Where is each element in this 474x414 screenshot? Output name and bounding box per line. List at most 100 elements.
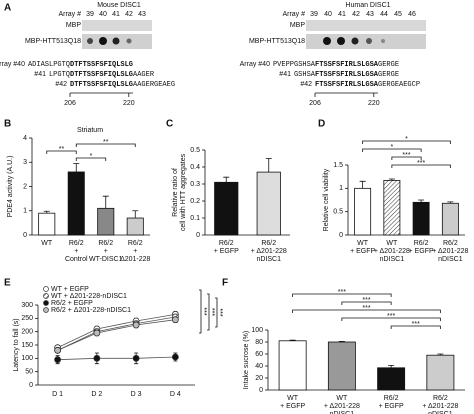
- y-axis-label: Relative cell viability: [323, 168, 330, 231]
- y-tick-label: 80: [255, 339, 263, 346]
- bar: [412, 201, 430, 236]
- panel-label: E: [4, 278, 11, 289]
- significance-label: ***: [208, 308, 215, 316]
- sequence-label: #42: [55, 81, 67, 88]
- array-number: 41: [112, 11, 120, 18]
- error-bar: [359, 180, 366, 189]
- sequence-tail: AAGERGEAEG: [133, 81, 175, 89]
- y-tick-label: 150: [21, 342, 33, 349]
- sequence-tail: GERGE: [378, 71, 399, 79]
- significance-label: *: [391, 144, 394, 151]
- y-tick-label: 250: [21, 315, 33, 322]
- x-tick-label: + Δ201-228: [374, 248, 410, 255]
- bar: [278, 340, 307, 391]
- x-tick-label: WT-DISC1: [89, 256, 123, 263]
- bar: [327, 341, 356, 391]
- x-tick-label: nDISC1: [438, 256, 463, 263]
- error-bar: [388, 365, 395, 368]
- array-number: 45: [394, 11, 402, 18]
- bar: [441, 202, 459, 236]
- x-tick-label: + EGFP: [379, 403, 404, 410]
- sequence: DTFTSSFSFIQLSLGAAGERGEAEG: [70, 81, 175, 89]
- y-tick-label: 1: [339, 185, 343, 192]
- legend-marker: [43, 286, 49, 292]
- sequence: DTFTSSFSFIQLSLGAAGER: [70, 71, 155, 79]
- significance-label: ***: [216, 308, 223, 316]
- x-tick-label: Δ201-228: [120, 256, 150, 263]
- x-tick-label: R6/2: [219, 240, 234, 247]
- y-axis-label: cell with HTT aggregates: [180, 153, 187, 231]
- residue-number: 220: [123, 100, 135, 107]
- y-tick-label: 0: [259, 387, 263, 394]
- error-bar: [102, 195, 109, 209]
- x-tick-label: R6/2: [443, 240, 458, 247]
- panel-label: A: [4, 3, 11, 14]
- bar: [67, 171, 85, 236]
- y-tick-label: 0.2: [190, 198, 200, 205]
- y-tick-label: 0: [23, 232, 27, 239]
- sequence-motif: DTFTSSFSFIQLSLG: [70, 71, 133, 79]
- y-tick-label: 1: [23, 208, 27, 215]
- y-tick-label: 0: [196, 232, 200, 239]
- array-number: 39: [310, 11, 318, 18]
- y-tick-label: 300: [21, 302, 33, 309]
- y-tick-label: 0.1: [190, 215, 200, 222]
- point: [171, 353, 179, 361]
- significance-label: **: [103, 139, 109, 146]
- y-axis-label: Relative ratio of: [172, 168, 179, 217]
- significance-bracket: [341, 301, 392, 305]
- bar: [126, 217, 144, 236]
- legend-marker: [43, 307, 49, 313]
- error-bar: [437, 353, 444, 356]
- significance-label: ***: [200, 307, 207, 315]
- series-line: [57, 313, 176, 349]
- x-tick-label: +: [133, 248, 137, 255]
- sequence-label: #42: [300, 81, 312, 88]
- series-line: [57, 316, 176, 351]
- sequence-motif: FTSSFSFIRLSLGSA: [315, 61, 379, 69]
- residue-number: 206: [64, 100, 76, 107]
- bar: [214, 181, 239, 236]
- array-number: 43: [366, 11, 374, 18]
- sequence-motif: DTFTSSFSFIQLSLG: [70, 81, 133, 89]
- y-axis-label: PDE4 activity (A.U.): [7, 156, 14, 218]
- y-tick-label: 100: [21, 355, 33, 362]
- row-label: MBP-HTT513Q18: [249, 38, 305, 45]
- row-label: MBP: [66, 22, 82, 29]
- x-tick-label: D 3: [131, 391, 142, 398]
- point: [132, 321, 140, 329]
- x-tick-label: R6/2: [384, 395, 399, 402]
- point: [132, 354, 140, 362]
- error-bar: [447, 201, 454, 204]
- significance-bracket: [75, 157, 107, 161]
- y-tick-label: 3: [23, 159, 27, 166]
- x-tick-label: WT: [386, 240, 398, 247]
- array-number: 39: [86, 11, 94, 18]
- significance-bracket: [207, 293, 210, 331]
- sequence-label: Array #40: [0, 61, 25, 68]
- bar: [354, 187, 372, 236]
- significance-label: *: [90, 153, 93, 160]
- error-bar: [43, 210, 50, 214]
- y-tick-label: 0.4: [190, 164, 200, 171]
- y-tick-label: 40: [255, 363, 263, 370]
- series-line: [57, 356, 176, 361]
- significance-bracket: [292, 309, 441, 313]
- x-tick-label: + Δ201-228: [432, 248, 468, 255]
- legend-label: WT + Δ201-228-nDISC1: [51, 293, 127, 300]
- sequence-plain: ADIASLPGTQ: [28, 61, 70, 69]
- x-tick-label: WT: [357, 240, 369, 247]
- significance-bracket: [362, 140, 451, 144]
- y-tick-label: 0: [339, 232, 343, 239]
- panel-title: Human DISC1: [345, 2, 390, 9]
- error-bar: [132, 210, 139, 219]
- x-tick-label: R6/2: [414, 240, 429, 247]
- error-bar: [418, 199, 425, 203]
- legend-label: R6/2 + Δ201-228-nDISC1: [51, 307, 131, 314]
- significance-label: ***: [402, 152, 410, 159]
- x-tick-label: D 1: [52, 391, 63, 398]
- significance-bracket: [292, 293, 392, 297]
- sequence-label: #41: [279, 71, 291, 78]
- y-tick-label: 50: [25, 369, 33, 376]
